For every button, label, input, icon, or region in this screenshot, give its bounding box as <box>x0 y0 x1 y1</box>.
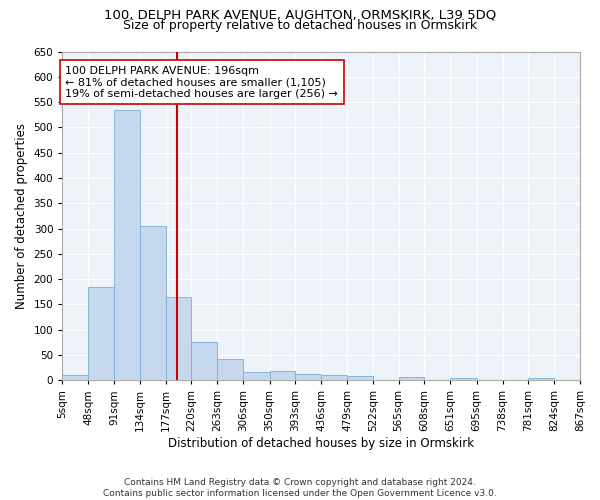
Bar <box>62 375 88 380</box>
Bar <box>321 375 347 380</box>
Bar <box>295 374 321 380</box>
Text: Size of property relative to detached houses in Ormskirk: Size of property relative to detached ho… <box>123 19 477 32</box>
Bar <box>114 110 140 380</box>
Bar <box>398 377 424 380</box>
Y-axis label: Number of detached properties: Number of detached properties <box>15 123 28 309</box>
Bar <box>269 370 295 380</box>
Text: 100 DELPH PARK AVENUE: 196sqm
← 81% of detached houses are smaller (1,105)
19% o: 100 DELPH PARK AVENUE: 196sqm ← 81% of d… <box>65 66 338 99</box>
Bar <box>191 342 217 380</box>
Bar <box>217 359 243 380</box>
Bar <box>88 286 114 380</box>
Bar <box>140 226 166 380</box>
X-axis label: Distribution of detached houses by size in Ormskirk: Distribution of detached houses by size … <box>168 437 474 450</box>
Bar <box>450 378 477 380</box>
Text: 100, DELPH PARK AVENUE, AUGHTON, ORMSKIRK, L39 5DQ: 100, DELPH PARK AVENUE, AUGHTON, ORMSKIR… <box>104 9 496 22</box>
Text: Contains HM Land Registry data © Crown copyright and database right 2024.
Contai: Contains HM Land Registry data © Crown c… <box>103 478 497 498</box>
Bar <box>243 372 269 380</box>
Bar <box>166 297 191 380</box>
Bar <box>347 376 373 380</box>
Bar <box>529 378 554 380</box>
